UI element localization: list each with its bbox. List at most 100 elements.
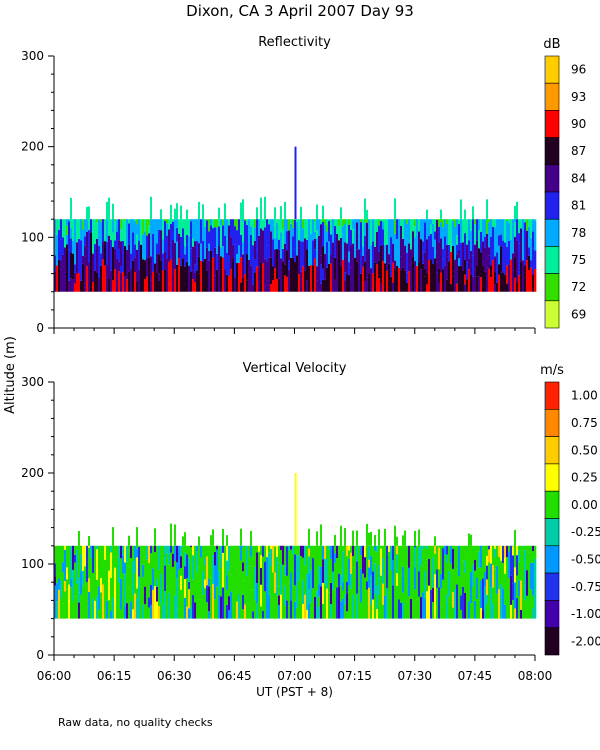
data-cell — [208, 546, 211, 579]
data-cell — [358, 564, 361, 588]
data-cell — [80, 545, 83, 554]
data-cell — [86, 561, 89, 583]
data-cell — [322, 545, 325, 560]
data-cell — [504, 573, 507, 605]
data-cell — [278, 605, 281, 619]
data-cell — [176, 241, 179, 265]
data-cell — [358, 249, 361, 263]
data-cell — [476, 276, 479, 292]
data-cell — [320, 586, 323, 619]
data-cell — [490, 587, 493, 619]
data-cell — [180, 545, 183, 557]
data-cell — [356, 249, 359, 262]
data-cell — [394, 600, 397, 619]
data-cell — [80, 603, 83, 619]
data-cell — [142, 278, 145, 292]
data-cell — [294, 146, 297, 220]
data-cell — [98, 278, 101, 292]
data-cell — [418, 529, 420, 546]
data-cell — [412, 562, 415, 587]
data-cell — [312, 545, 315, 559]
data-cell — [466, 545, 469, 556]
data-cell — [172, 553, 175, 567]
data-cell — [216, 219, 219, 228]
data-cell — [136, 557, 139, 589]
data-cell — [284, 243, 287, 265]
data-cell — [436, 569, 439, 588]
data-cell — [208, 231, 211, 244]
data-cell — [58, 229, 61, 260]
data-cell — [92, 219, 95, 224]
data-cell — [194, 576, 197, 603]
data-cell — [476, 577, 479, 599]
data-cell — [388, 273, 391, 292]
data-cell — [190, 606, 193, 619]
data-cell — [494, 256, 497, 273]
data-cell — [532, 595, 535, 609]
data-cell — [406, 223, 409, 253]
data-cell — [292, 554, 295, 586]
data-cell — [260, 567, 263, 585]
data-cell — [242, 221, 245, 243]
data-cell — [68, 545, 71, 553]
data-cell — [204, 588, 207, 609]
data-cell — [196, 270, 199, 292]
data-cell — [336, 234, 339, 258]
data-cell — [168, 564, 171, 593]
data-cell — [212, 555, 215, 585]
data-cell — [526, 545, 529, 571]
data-cell — [158, 545, 161, 570]
data-cell — [112, 597, 115, 619]
data-cell — [530, 237, 533, 261]
data-cell — [274, 546, 277, 573]
data-cell — [184, 254, 187, 267]
data-cell — [158, 273, 161, 281]
data-cell — [68, 249, 71, 281]
data-cell — [300, 600, 303, 619]
data-cell — [108, 278, 111, 292]
data-cell — [334, 534, 336, 546]
data-cell — [454, 259, 457, 272]
data-cell — [206, 219, 209, 221]
data-cell — [386, 219, 389, 245]
data-cell — [294, 554, 297, 586]
data-cell — [166, 611, 169, 619]
data-cell — [436, 251, 439, 263]
data-cell — [402, 267, 405, 292]
data-cell — [308, 265, 311, 292]
data-cell — [284, 575, 287, 586]
data-cell — [220, 256, 223, 270]
data-cell — [242, 562, 245, 572]
data-cell — [326, 231, 329, 242]
data-cell — [56, 265, 59, 292]
data-cell — [172, 545, 175, 554]
data-cell — [480, 252, 483, 278]
data-cell — [182, 258, 185, 292]
data-cell — [344, 604, 347, 619]
data-cell — [396, 249, 399, 266]
data-cell — [116, 557, 119, 587]
data-cell — [346, 593, 349, 612]
data-cell — [60, 598, 63, 619]
data-cell — [478, 551, 481, 568]
data-cell — [300, 219, 303, 242]
data-cell — [476, 568, 479, 578]
data-cell — [196, 590, 199, 619]
data-cell — [364, 271, 367, 282]
data-cell — [258, 267, 261, 292]
data-cell — [78, 592, 81, 603]
data-cell — [190, 547, 193, 573]
data-cell — [472, 206, 474, 220]
data-cell — [126, 279, 129, 292]
data-cell — [392, 262, 395, 283]
data-cell — [266, 585, 269, 619]
data-cell — [210, 605, 213, 619]
data-cell — [218, 219, 221, 227]
data-cell — [242, 581, 245, 595]
data-cell — [242, 545, 245, 548]
data-cell — [224, 235, 227, 270]
data-cell — [514, 219, 517, 223]
data-cell — [518, 219, 521, 234]
data-cell — [520, 228, 523, 262]
data-cell — [192, 219, 195, 239]
